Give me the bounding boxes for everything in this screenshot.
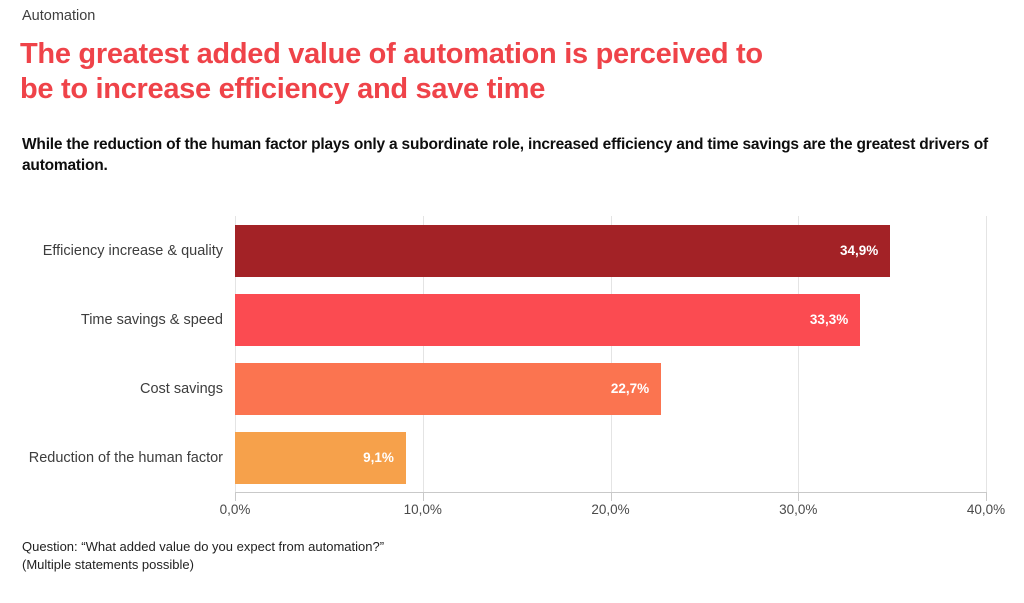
source-note: Question: “What added value do you expec… bbox=[22, 538, 1024, 574]
page-title-line1: The greatest added value of automation i… bbox=[20, 38, 763, 70]
chart-rows: Efficiency increase & quality 34,9% Time s… bbox=[0, 216, 1024, 492]
chart-row: Efficiency increase & quality 34,9% bbox=[0, 216, 1024, 285]
chart-row: Time savings & speed 33,3% bbox=[0, 285, 1024, 354]
page-title: The greatest added value of automation i… bbox=[20, 37, 1024, 107]
chart-row: Reduction of the human factor 9,1% bbox=[0, 423, 1024, 492]
bar-track: 34,9% bbox=[235, 224, 986, 277]
bar-2: 33,3% bbox=[235, 293, 861, 346]
axis-tick bbox=[235, 492, 236, 501]
axis-tick bbox=[610, 492, 612, 501]
x-axis-tick-label: 30,0% bbox=[779, 502, 818, 517]
axis-tick bbox=[986, 492, 987, 501]
category-label: Efficiency increase & quality bbox=[42, 242, 223, 259]
gridline bbox=[422, 216, 424, 492]
eyebrow-label: Automation bbox=[22, 8, 96, 24]
page-title-line2: be to increase efficiency and save time bbox=[20, 73, 546, 105]
bar-chart: Efficiency increase & quality 34,9% Time s… bbox=[0, 216, 1024, 522]
x-axis-tick-label: 20,0% bbox=[591, 502, 630, 517]
x-axis-tick-label: 0,0% bbox=[219, 502, 251, 517]
x-axis-tick-label: 40,0% bbox=[966, 502, 1006, 517]
bar-track: 33,3% bbox=[235, 293, 986, 346]
gridline bbox=[798, 216, 800, 492]
source-note-line2: (Multiple statements possible) bbox=[22, 557, 194, 572]
bar-value-label: 9,1% bbox=[363, 450, 394, 465]
x-axis-labels: 0,0% 10,0% 20,0% 30,0% 40,0% bbox=[220, 502, 1006, 522]
chart-row: Cost savings 22,7% bbox=[0, 354, 1024, 423]
axis-tick bbox=[422, 492, 424, 501]
bar-value-label: 22,7% bbox=[610, 381, 650, 396]
bar-4: 9,1% bbox=[235, 431, 406, 484]
source-note-line1: Question: “What added value do you expec… bbox=[22, 539, 385, 554]
axis-tick bbox=[798, 492, 800, 501]
bar-track: 22,7% bbox=[235, 362, 986, 415]
bar-1: 34,9% bbox=[235, 224, 891, 277]
gridline bbox=[986, 216, 987, 492]
bar-track: 9,1% bbox=[235, 431, 986, 484]
gridline bbox=[235, 216, 236, 492]
x-axis-tick-label: 10,0% bbox=[403, 502, 442, 517]
plot-area bbox=[235, 216, 987, 501]
category-label: Cost savings bbox=[139, 380, 223, 397]
category-label: Time savings & speed bbox=[80, 311, 223, 328]
gridline bbox=[610, 216, 612, 492]
bar-3: 22,7% bbox=[235, 362, 662, 415]
bar-value-label: 33,3% bbox=[809, 312, 849, 327]
chart-subtitle: While the reduction of the human factor … bbox=[22, 136, 988, 174]
bar-value-label: 34,9% bbox=[839, 243, 879, 258]
category-label: Reduction of the human factor bbox=[28, 449, 223, 466]
